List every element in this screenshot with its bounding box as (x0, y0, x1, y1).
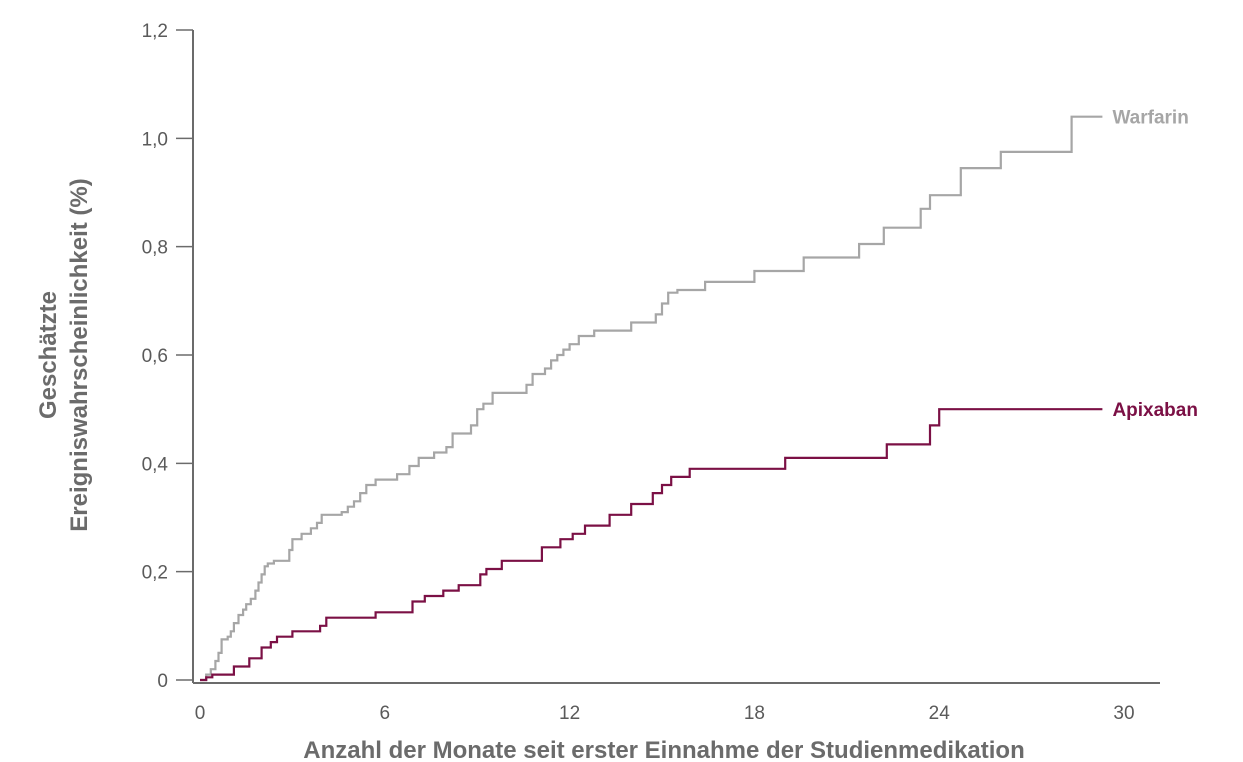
y-tick-label: 0,8 (142, 238, 168, 259)
y-tick-label: 0,6 (142, 346, 168, 367)
y-tick-label: 1,0 (142, 129, 168, 150)
y-tick-label: 0,4 (142, 454, 169, 475)
y-axis-title-line: Ereigniswahrscheinlichkeit (%) (66, 178, 93, 531)
series-layer (200, 115, 1103, 682)
series-line-warfarin (200, 115, 1103, 682)
y-tick-label: 1,2 (142, 21, 168, 42)
x-axis-title: Anzahl der Monate seit erster Einnahme d… (303, 737, 1025, 762)
x-tick-label: 0 (195, 703, 206, 724)
labels-layer: Anzahl der Monate seit erster Einnahme d… (35, 108, 1198, 762)
y-tick-label: 0 (157, 671, 168, 692)
x-tick-label: 6 (380, 703, 391, 724)
y-axis-title-line: Geschätzte (35, 291, 62, 419)
x-tick-label: 24 (929, 703, 951, 724)
axes: 0 0,2 0,4 0,6 0,8 1,0 1,2 0 6 12 18 24 30 (142, 21, 1160, 724)
series-label-warfarin: Warfarin (1112, 108, 1188, 129)
x-tick-label: 18 (744, 703, 765, 724)
y-axis-title: Geschätzte Ereigniswahrscheinlichkeit (%) (35, 178, 93, 531)
series-line-apixaban (200, 408, 1103, 682)
series-label-apixaban: Apixaban (1112, 400, 1198, 421)
x-tick-label: 12 (559, 703, 580, 724)
x-tick-label: 30 (1113, 703, 1134, 724)
y-tick-label: 0,2 (142, 563, 168, 584)
